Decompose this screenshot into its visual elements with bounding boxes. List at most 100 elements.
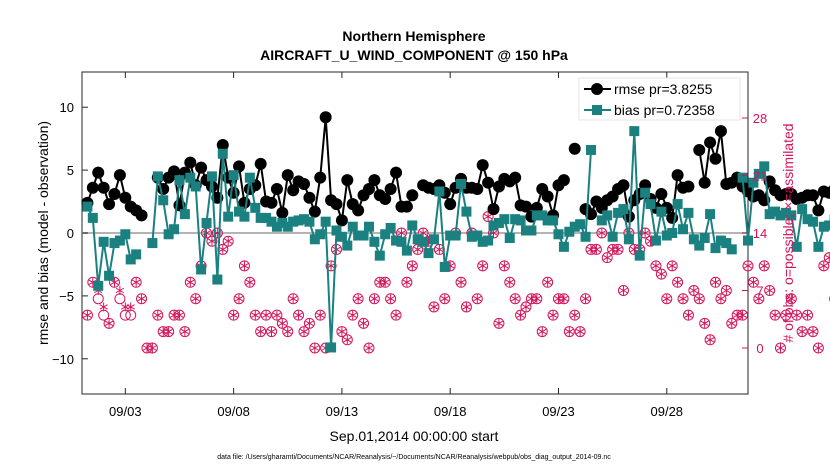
bias-point	[239, 212, 249, 222]
obs-assimilated-point	[798, 327, 806, 336]
rmse-point	[336, 214, 348, 226]
x-tick-label: 09/13	[326, 404, 359, 419]
bias-point	[407, 220, 417, 230]
data-file-footer: data file: /Users/gharamti/Documents/NCA…	[217, 454, 611, 461]
rmse-point	[812, 204, 824, 216]
bias-point	[326, 342, 336, 352]
rmse-point	[108, 188, 120, 200]
rmse-point	[509, 172, 521, 184]
bias-point	[705, 209, 715, 219]
bias-point	[245, 173, 255, 183]
bias-point	[656, 207, 666, 217]
obs-assimilated-point	[825, 253, 830, 262]
bias-point	[548, 215, 558, 225]
x-tick-label: 09/03	[109, 404, 142, 419]
bias-point	[93, 281, 103, 291]
rmse-point	[92, 167, 104, 179]
rmse-point	[390, 167, 402, 179]
rmse-point	[309, 206, 321, 218]
y-tick-label: −10	[52, 352, 74, 367]
bias-point	[218, 149, 228, 159]
y-tick-label: −5	[59, 289, 74, 304]
bias-point	[304, 217, 314, 227]
bias-point	[191, 181, 201, 191]
bias-point	[153, 171, 163, 181]
bias-point	[483, 236, 493, 246]
rmse-point	[401, 201, 413, 213]
y-tick-label-right: 7	[756, 284, 763, 299]
bias-point	[321, 217, 331, 227]
rmse-point	[699, 177, 711, 189]
bias-point	[461, 207, 471, 217]
bias-point	[586, 145, 596, 155]
bias-point	[429, 234, 439, 244]
bias-point	[608, 232, 618, 242]
bias-point	[88, 213, 98, 223]
rmse-point	[406, 189, 418, 201]
bias-point	[386, 223, 396, 233]
rmse-point	[266, 197, 278, 209]
rmse-point	[98, 182, 110, 194]
rmse-point	[558, 174, 570, 186]
legend-rmse-label: rmse pr=3.8255	[614, 81, 713, 97]
bias-point	[418, 237, 428, 247]
bias-point	[808, 217, 818, 227]
bias-point	[700, 233, 710, 243]
bias-point	[738, 173, 748, 183]
legend: rmse pr=3.8255 bias pr=0.72358	[579, 78, 740, 120]
rmse-point	[352, 204, 364, 216]
y-tick-label: 0	[67, 226, 74, 241]
rmse-point	[298, 178, 310, 190]
rmse-point	[710, 153, 722, 165]
bias-point	[727, 244, 737, 254]
bias-point	[402, 246, 412, 256]
bias-point	[581, 232, 591, 242]
rmse-point	[444, 198, 456, 210]
rmse-point	[482, 177, 494, 189]
y-tick-label-right: 0	[756, 341, 763, 356]
bias-point	[553, 229, 563, 239]
bias-point	[575, 219, 585, 229]
rmse-point	[114, 169, 126, 181]
bias-point	[337, 232, 347, 242]
obs-assimilated-point	[760, 261, 768, 270]
bias-point	[131, 249, 141, 259]
rmse-point	[184, 157, 196, 169]
bias-point	[229, 170, 239, 180]
rmse-point	[330, 198, 342, 210]
bias-point	[624, 234, 634, 244]
bias-point	[602, 210, 612, 220]
rmse-point	[314, 172, 326, 184]
bias-point	[640, 188, 650, 198]
bias-point	[526, 225, 536, 235]
y-tick-label: 5	[67, 163, 74, 178]
bias-point	[82, 202, 92, 212]
rmse-point	[471, 183, 483, 195]
rmse-point	[715, 125, 727, 137]
bias-point	[651, 236, 661, 246]
bias-point	[223, 212, 233, 222]
obs-assimilated-point	[809, 327, 817, 336]
chart-title: Northern Hemisphere	[342, 28, 485, 44]
x-tick-label: 09/28	[651, 404, 684, 419]
bias-point	[797, 204, 807, 214]
rmse-point	[195, 162, 207, 174]
x-tick-label: 09/23	[542, 404, 575, 419]
bias-point	[364, 222, 374, 232]
rmse-point	[271, 183, 283, 195]
rmse-point	[282, 169, 294, 181]
bias-point	[369, 237, 379, 247]
obs-assimilated-point	[766, 286, 774, 295]
bias-point	[202, 218, 212, 228]
bias-point	[250, 203, 260, 213]
rmse-point	[368, 174, 380, 186]
legend-rmse-marker	[591, 83, 603, 95]
x-axis-label: Sep.01,2014 00:00:00 start	[330, 428, 499, 444]
legend-bias-marker	[592, 105, 602, 115]
chart-subtitle: AIRCRAFT_U_WIND_COMPONENT @ 150 hPa	[260, 47, 568, 63]
bias-point	[451, 231, 461, 241]
bias-point	[212, 275, 222, 285]
rmse-point	[320, 111, 332, 123]
x-tick-label: 09/08	[217, 404, 250, 419]
